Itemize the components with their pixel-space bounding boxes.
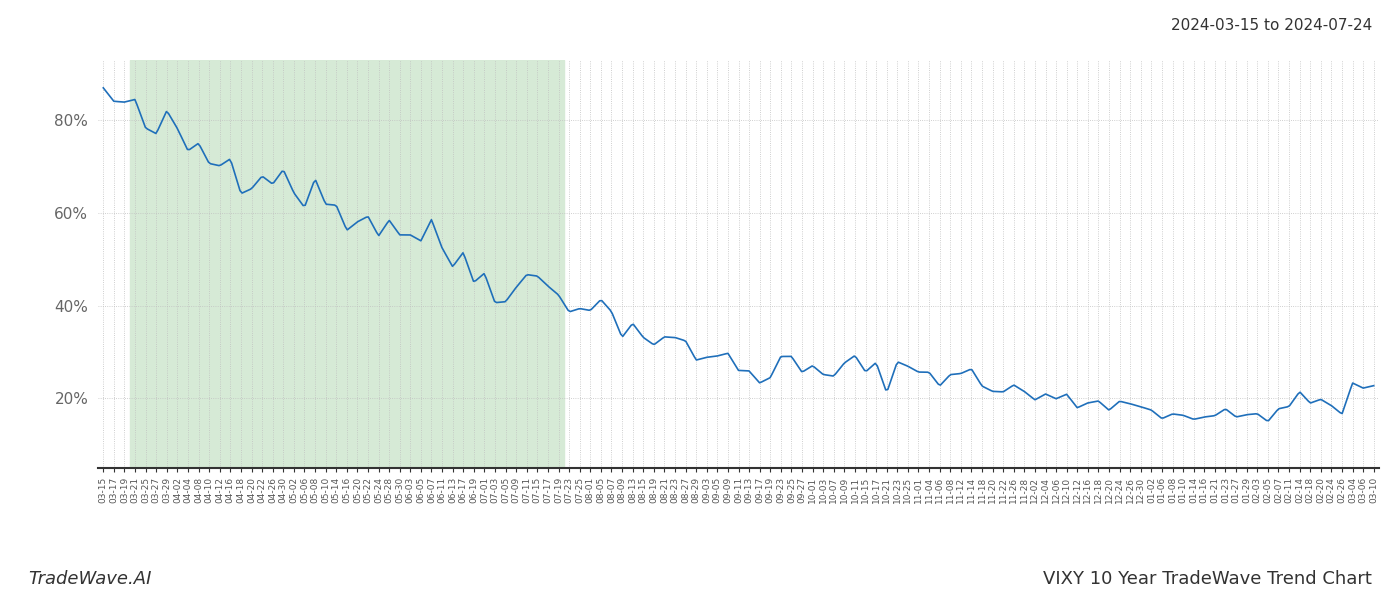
Text: TradeWave.AI: TradeWave.AI <box>28 570 151 588</box>
Bar <box>130 60 564 468</box>
Text: 2024-03-15 to 2024-07-24: 2024-03-15 to 2024-07-24 <box>1170 18 1372 33</box>
Text: VIXY 10 Year TradeWave Trend Chart: VIXY 10 Year TradeWave Trend Chart <box>1043 570 1372 588</box>
